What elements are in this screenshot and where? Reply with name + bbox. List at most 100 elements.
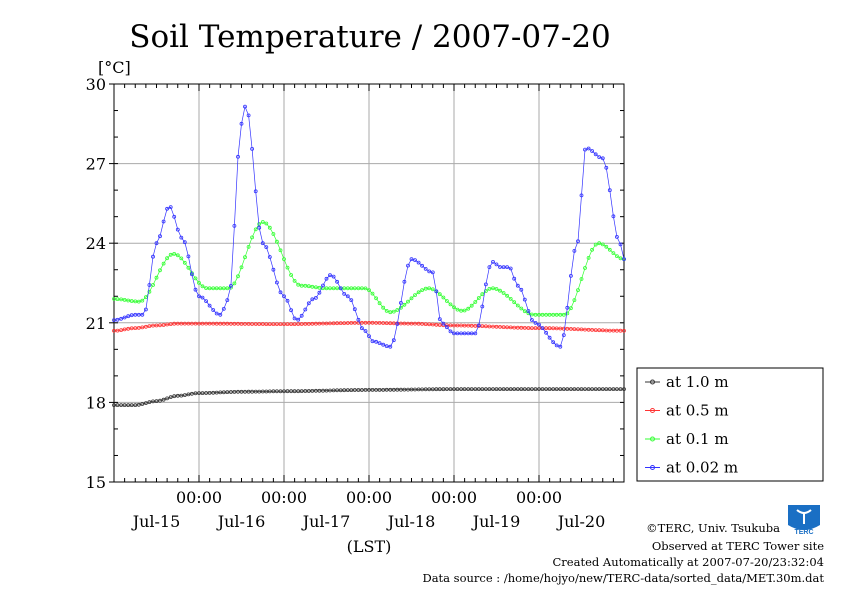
series-point [292,316,297,321]
series-point [448,329,453,334]
series-point [384,344,389,349]
series-point [243,104,247,109]
series-point [441,295,446,300]
series-point [345,388,350,393]
chart-title: Soil Temperature / 2007-07-20 [129,19,611,55]
x-tick-day-label: Jul-19 [471,512,521,531]
series-point [508,266,513,271]
series-point [257,389,262,394]
series-point [328,273,332,278]
series-point [289,389,294,394]
series-point [197,391,201,396]
series-point [416,387,421,392]
series-point [140,298,145,303]
series-point [246,321,251,326]
legend-box [636,367,824,482]
series-point [345,294,350,299]
series-point [402,279,407,284]
series-point [569,273,573,278]
series-point [253,389,258,394]
series-point [165,396,170,401]
series-point [441,321,446,326]
series-point [221,390,226,395]
series-point [359,320,364,325]
series-point [218,390,223,395]
series-point [420,387,425,392]
series-point [303,321,308,326]
series-point [576,288,580,293]
series-point [437,292,442,297]
series-point [622,328,626,333]
series-point [604,328,609,333]
series-point [253,322,258,326]
series-point [218,286,223,291]
series-point [260,241,265,246]
x-tick-hour-label: 00:00 [261,488,307,507]
series-point [285,298,290,303]
series-point [491,259,495,264]
series-point [214,321,219,326]
series-point [296,322,301,326]
series-point [359,326,364,331]
series-point [356,286,361,291]
series-point [586,255,591,260]
series-point [324,276,329,281]
series-point [512,387,517,392]
series-point [193,276,198,281]
series-point [129,299,134,303]
series-point [352,388,357,392]
series-point [526,309,531,313]
series-point [292,389,297,394]
series-point [147,324,152,329]
series-point [462,323,467,328]
series-point [558,326,563,331]
series-point [600,242,605,247]
series-point [285,389,290,394]
series-point [236,154,240,159]
series-point [310,284,315,289]
series-point [239,321,244,326]
series-point [501,387,506,392]
series-point [544,387,548,392]
series-point [115,403,120,408]
series-point [480,292,485,297]
series-point [547,312,552,317]
series-point [232,223,237,228]
series-point [321,388,325,393]
x-tick-day-label: Jul-15 [131,512,181,531]
series-point [420,288,425,293]
series-point [207,303,212,308]
legend-entry: at 0.5 m [666,402,729,420]
series-point [352,286,357,291]
series-point [289,273,294,277]
series-point [466,387,471,392]
series-point [126,298,131,303]
legend-marker [650,379,655,385]
series-point [593,242,598,247]
series-point [250,389,255,394]
series-point [321,283,325,288]
series-point [430,387,435,392]
series-point [604,244,609,249]
series-point [551,326,556,331]
series-point [207,286,212,291]
series-point [338,286,343,291]
series-point [161,219,166,224]
series-point [508,325,513,330]
series-point [352,320,357,325]
x-axis-ticks: 00:00 Jul-15 00:00 Jul-16 00:00 Jul-17 00:00 Ju… [113,84,625,531]
series-point [285,322,290,327]
series-point [483,289,488,293]
series-point [136,299,141,304]
series-point [384,321,389,326]
series-point [154,399,159,404]
series-point [611,251,616,256]
series-point [342,286,347,291]
copyright-text: ©TERC, Univ. Tsukuba [646,521,780,535]
series-point [282,322,286,327]
series-point [317,388,322,393]
y-axis-label: [°C] [98,58,131,77]
series-point [430,270,435,275]
series-point [615,254,619,259]
series-point [398,305,403,310]
